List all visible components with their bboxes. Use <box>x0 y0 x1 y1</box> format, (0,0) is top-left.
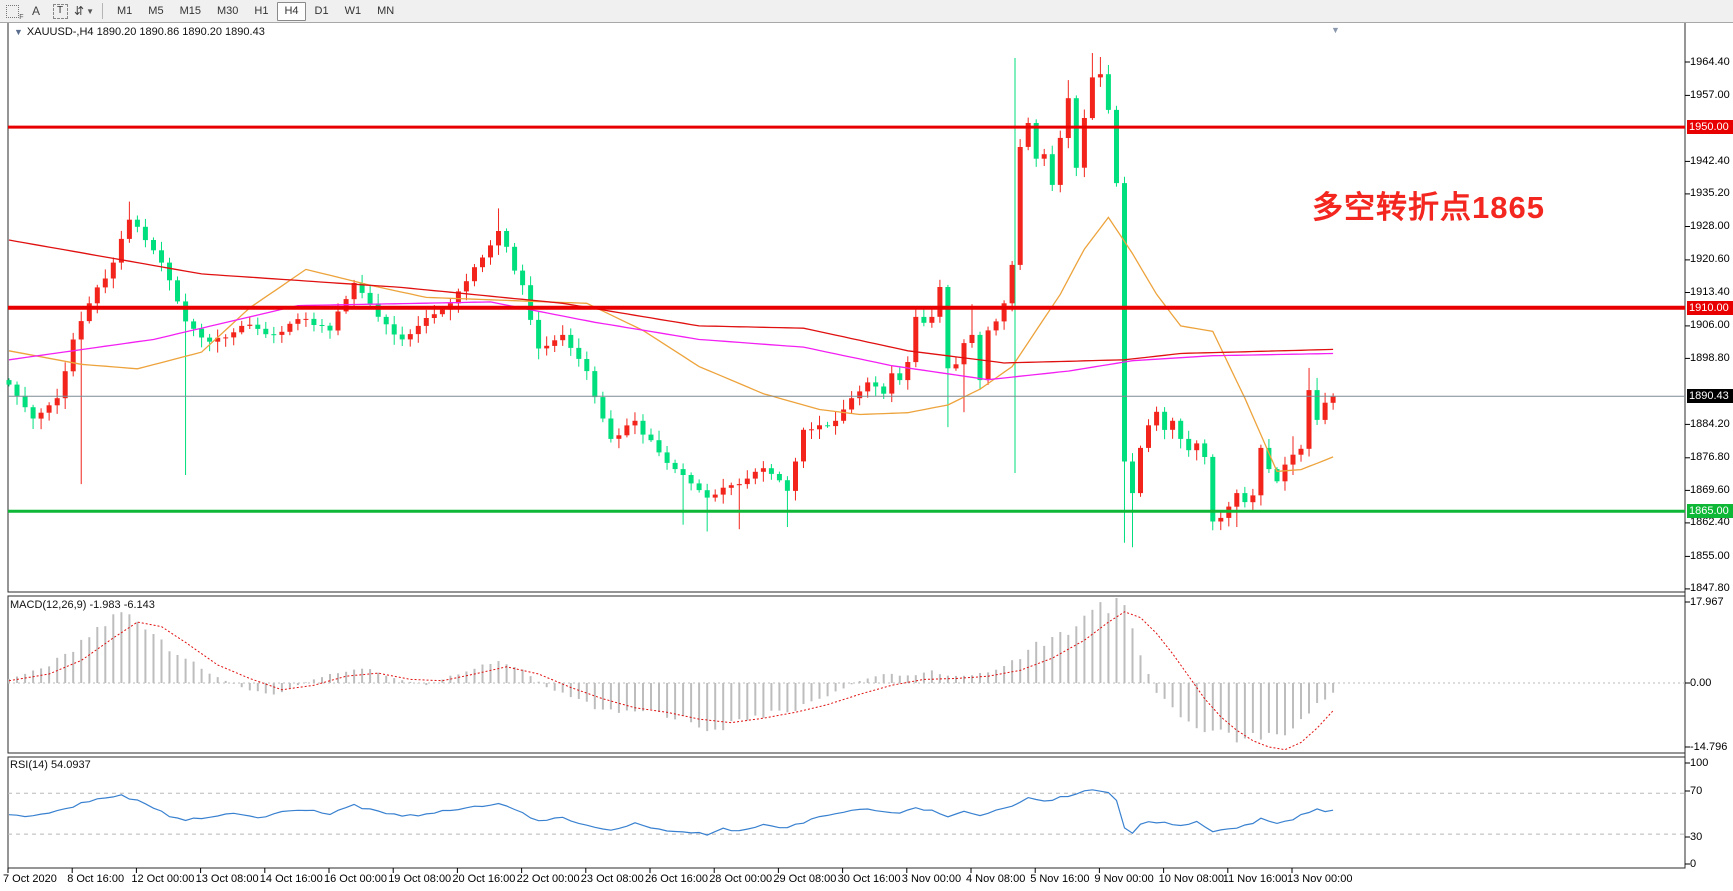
cycle-tool-button[interactable]: ⇵ ▼ <box>74 2 94 20</box>
symbol-title-text: XAUUSD-,H4 1890.20 1890.86 1890.20 1890.… <box>26 26 265 38</box>
price-axis-label: 1935.20 <box>1690 187 1730 200</box>
toolbar: A T ⇵▼ M1 M5 M15 M30 H1 H4 D1 W1 MN <box>0 0 1733 23</box>
time-axis-label[interactable]: 5 Nov 16:00 <box>1030 873 1090 885</box>
time-axis-label[interactable]: 10 Nov 08:00 <box>1158 873 1225 885</box>
timeframe-button-m5[interactable]: M5 <box>148 5 164 17</box>
timeframe-button-m30[interactable]: M30 <box>216 5 239 17</box>
time-axis-label[interactable]: 30 Oct 16:00 <box>837 873 901 885</box>
price-axis-label: 1928.00 <box>1690 219 1730 232</box>
chart-shift-marker-icon[interactable]: ▼ <box>1331 25 1340 35</box>
text-box-tool-button[interactable]: T <box>50 2 70 20</box>
timeframe-button-h1[interactable]: H1 <box>254 5 269 17</box>
timeframe-button-w1[interactable]: W1 <box>344 5 362 17</box>
price-axis-label: 1942.40 <box>1690 154 1730 167</box>
toolbar-separator <box>102 3 103 19</box>
chevron-down-icon: ▼ <box>86 6 94 16</box>
price-axis-label: 1884.20 <box>1690 417 1730 430</box>
timeframe-bar: M1 M5 M15 M30 H1 H4 D1 W1 MN <box>109 1 402 21</box>
rsi-axis-label: 30 <box>1690 830 1703 843</box>
timeframe-button-m1[interactable]: M1 <box>117 5 133 17</box>
timeframe-button-m15[interactable]: M15 <box>179 5 201 17</box>
price-axis-label: 1898.80 <box>1690 351 1730 364</box>
rsi-axis-label: 0 <box>1690 857 1697 870</box>
price-axis-label: 1913.40 <box>1690 285 1730 298</box>
price-axis-label: 1957.00 <box>1690 88 1730 101</box>
time-axis-label[interactable]: 14 Oct 16:00 <box>259 873 323 885</box>
price-axis-label: 1847.80 <box>1690 582 1730 595</box>
symbol-ohlc-readout: ▼ XAUUSD-,H4 1890.20 1890.86 1890.20 1890… <box>14 26 265 38</box>
macd-axis-label: 0.00 <box>1690 676 1712 689</box>
time-axis-label[interactable]: 9 Nov 00:00 <box>1094 873 1154 885</box>
price-badge-1910.00: 1910.00 <box>1687 300 1733 315</box>
price-badge-1890.43: 1890.43 <box>1687 389 1733 404</box>
price-badge-1950.00: 1950.00 <box>1687 120 1733 135</box>
time-axis-label[interactable]: 23 Oct 08:00 <box>580 873 644 885</box>
price-axis-label: 1855.00 <box>1690 549 1730 562</box>
text-box-icon: T <box>52 3 68 19</box>
time-axis-label[interactable]: 11 Nov 16:00 <box>1222 873 1288 885</box>
collapse-triangle-icon: ▼ <box>14 27 23 37</box>
price-axis-label: 1920.60 <box>1690 253 1730 266</box>
time-axis-label[interactable]: 22 Oct 00:00 <box>516 873 580 885</box>
rsi-axis-label: 70 <box>1690 784 1703 797</box>
time-axis-label[interactable]: 12 Oct 00:00 <box>131 873 195 885</box>
time-axis-label[interactable]: 16 Oct 00:00 <box>324 873 387 885</box>
time-axis-label[interactable]: 19 Oct 08:00 <box>388 873 452 885</box>
time-axis-label[interactable]: 7 Oct 2020 <box>3 873 57 885</box>
macd-axis-label: 17.967 <box>1690 595 1724 608</box>
cycle-arrows-icon: ⇵ <box>74 4 85 18</box>
rsi-axis-label: 100 <box>1690 756 1709 769</box>
time-axis-label[interactable]: 3 Nov 00:00 <box>901 873 962 885</box>
grid-icon <box>5 4 24 21</box>
time-axis-label[interactable]: 28 Oct 00:00 <box>709 873 773 885</box>
price-axis-label: 1906.00 <box>1690 319 1730 332</box>
macd-indicator-label: MACD(12,26,9) -1.983 -6.143 <box>10 599 155 611</box>
time-axis-label[interactable]: 13 Oct 08:00 <box>195 873 259 885</box>
timeframe-button-h4[interactable]: H4 <box>277 1 306 21</box>
rsi-indicator-label: RSI(14) 54.0937 <box>10 759 91 771</box>
macd-axis-label: -14.796 <box>1690 740 1728 753</box>
time-axis-label[interactable]: 8 Oct 16:00 <box>67 873 125 885</box>
time-axis-label[interactable]: 29 Oct 08:00 <box>773 873 837 885</box>
price-badge-1865.00: 1865.00 <box>1687 504 1733 519</box>
chart-annotation-text: 多空转折点1865 <box>1312 190 1545 225</box>
grid-tool-button[interactable] <box>2 2 24 21</box>
time-axis-label[interactable]: 26 Oct 16:00 <box>645 873 708 885</box>
price-axis-label: 1964.40 <box>1690 55 1730 68</box>
text-label-tool-button[interactable]: A <box>26 2 46 20</box>
time-axis-label[interactable]: 4 Nov 08:00 <box>966 873 1026 885</box>
timeframe-button-mn[interactable]: MN <box>377 5 395 17</box>
price-axis-label: 1876.80 <box>1690 451 1730 464</box>
text-a-icon: A <box>31 4 40 18</box>
price-axis-label: 1862.40 <box>1690 516 1730 529</box>
time-axis-label[interactable]: 20 Oct 16:00 <box>452 873 516 885</box>
timeframe-button-d1[interactable]: D1 <box>314 5 329 17</box>
time-axis-label[interactable]: 13 Nov 00:00 <box>1287 873 1353 885</box>
price-axis-label: 1869.60 <box>1690 483 1730 496</box>
